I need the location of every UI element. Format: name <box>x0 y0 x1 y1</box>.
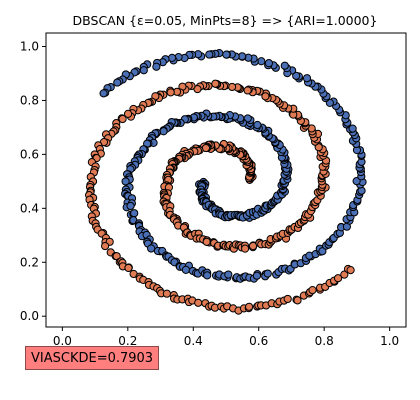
x-tick-label: 0.4 <box>184 334 203 348</box>
scatter-point-series-1 <box>194 298 203 307</box>
scatter-point-series-2 <box>222 50 231 59</box>
scatter-point-series-1 <box>333 274 343 283</box>
scatter-point-series-1 <box>123 109 133 118</box>
x-tick-label: 0.6 <box>249 334 268 348</box>
scatter-point-series-1 <box>243 86 252 95</box>
y-tick-label: 0.0 <box>20 309 39 323</box>
scatter-point-series-2 <box>152 62 161 71</box>
y-tick-label: 1.0 <box>20 39 39 53</box>
chart-title: DBSCAN {ε=0.05, MinPts=8} => {ARI=1.0000… <box>73 13 378 28</box>
y-tick-label: 0.6 <box>20 147 39 161</box>
scatter-point-series-2 <box>130 209 139 218</box>
y-tick-label: 0.4 <box>20 201 39 215</box>
scatter-point-series-2 <box>168 53 177 63</box>
scatter-point-series-2 <box>159 127 168 136</box>
scatter-point-series-2 <box>139 66 148 75</box>
scatter-point-series-2 <box>263 269 272 278</box>
metric-annotation-text: VIASCKDE=0.7903 <box>31 351 154 366</box>
scatter-point-series-1 <box>202 237 211 246</box>
scatter-point-series-1 <box>340 270 349 279</box>
scatter-point-series-1 <box>293 296 302 305</box>
scatter-point-series-1 <box>308 286 317 295</box>
scatter-point-series-2 <box>352 177 361 186</box>
scatter-point-series-2 <box>99 89 108 98</box>
scatter-point-series-2 <box>264 59 273 68</box>
scatter-point-series-2 <box>318 247 327 256</box>
scatter-point-series-1 <box>245 302 254 311</box>
scatter-point-series-1 <box>261 92 270 101</box>
scatter-points <box>84 49 367 315</box>
scatter-point-series-1 <box>240 244 250 253</box>
scatter-point-series-2 <box>292 71 301 80</box>
x-tick-label: 0.0 <box>53 334 72 348</box>
x-tick-label: 1.0 <box>380 334 399 348</box>
scatter-point-series-2 <box>302 74 312 83</box>
scatter-point-series-1 <box>166 88 175 97</box>
x-tick-label: 0.2 <box>118 334 137 348</box>
scatter-point-series-2 <box>203 271 212 280</box>
scatter-point-series-2 <box>348 124 357 133</box>
y-tick-label: 0.2 <box>20 255 39 269</box>
metric-annotation: VIASCKDE=0.7903 <box>25 346 160 370</box>
scatter-point-series-1 <box>211 79 220 88</box>
plot-frame <box>45 32 407 328</box>
scatter-point-series-2 <box>181 265 190 275</box>
scatter-point-series-2 <box>257 57 266 66</box>
axes: 0.0 0.2 0.4 0.6 0.8 1.0 0.0 0.2 0.4 0.6 0.8 1.0 <box>20 32 407 348</box>
scatter-point-series-1 <box>118 114 127 124</box>
scatter-point-series-2 <box>121 177 130 186</box>
scatter-point-series-2 <box>252 271 262 280</box>
scatter-point-series-2 <box>280 61 289 70</box>
scatter-point-series-1 <box>101 241 110 251</box>
scatter-point-series-1 <box>124 263 133 273</box>
scatter-point-series-2 <box>224 270 233 279</box>
scatter-point-series-2 <box>126 201 135 211</box>
y-tick-label: 0.8 <box>20 93 39 107</box>
scatter-point-series-2 <box>113 78 122 87</box>
scatter-point-series-1 <box>162 289 171 298</box>
scatter-point-series-2 <box>253 120 262 130</box>
scatter-point-series-1 <box>346 266 355 275</box>
scatter-point-series-2 <box>147 244 156 253</box>
scatter-point-series-2 <box>205 50 214 59</box>
x-tick-label: 0.8 <box>315 334 334 348</box>
scatter-point-series-1 <box>283 294 292 304</box>
scatter-point-series-1 <box>227 82 237 92</box>
